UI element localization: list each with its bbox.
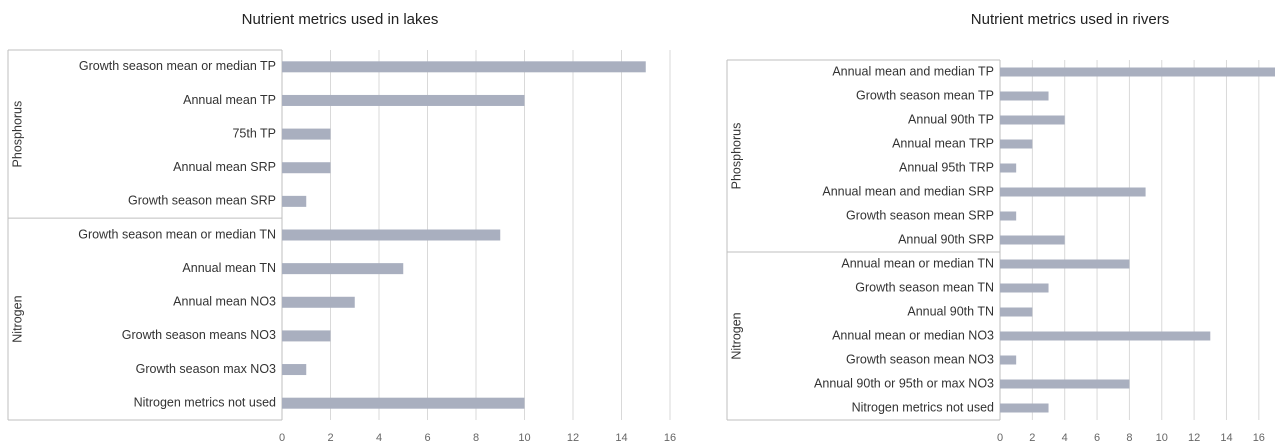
y-tick-label: Growth season mean TP xyxy=(856,88,994,102)
y-tick-label: Nitrogen metrics not used xyxy=(852,400,994,414)
bar xyxy=(282,364,307,376)
bar xyxy=(282,397,525,409)
y-tick-label: Annual mean NO3 xyxy=(173,295,276,309)
group-label: Nitrogen xyxy=(10,295,24,342)
y-tick-label: Growth season mean or median TP xyxy=(79,59,276,73)
y-tick-label: 75th TP xyxy=(232,126,276,140)
bar xyxy=(1000,259,1130,269)
x-tick-label: 8 xyxy=(473,432,479,444)
bar xyxy=(1000,379,1130,389)
bar xyxy=(1000,187,1146,197)
bar xyxy=(1000,355,1017,365)
bar xyxy=(1000,283,1049,293)
y-tick-label: Growth season means NO3 xyxy=(122,328,276,342)
x-tick-label: 16 xyxy=(664,432,676,444)
bar xyxy=(282,61,646,73)
x-tick-label: 2 xyxy=(1029,432,1035,444)
y-tick-label: Annual mean TRP xyxy=(892,136,994,150)
x-tick-label: 0 xyxy=(997,432,1003,444)
y-tick-label: Annual 90th TN xyxy=(907,304,994,318)
bar xyxy=(1000,211,1017,221)
x-tick-label: 14 xyxy=(615,432,627,444)
x-tick-label: 10 xyxy=(518,432,530,444)
y-tick-label: Annual mean TP xyxy=(183,93,276,107)
y-tick-label: Annual 90th or 95th or max NO3 xyxy=(814,376,994,390)
x-tick-label: 4 xyxy=(376,432,382,444)
x-tick-label: 10 xyxy=(1156,432,1168,444)
bar xyxy=(1000,331,1211,341)
y-tick-label: Growth season mean NO3 xyxy=(846,352,994,366)
bar xyxy=(1000,307,1033,317)
x-tick-label: 14 xyxy=(1220,432,1232,444)
y-tick-label: Annual 90th TP xyxy=(908,112,994,126)
group-label: Phosphorus xyxy=(10,101,24,168)
group-label: Phosphorus xyxy=(729,123,743,190)
bar xyxy=(282,296,355,308)
bar xyxy=(1000,67,1275,77)
chart-title: Nutrient metrics used in rivers xyxy=(971,11,1169,28)
y-tick-label: Annual mean or median TN xyxy=(841,256,994,270)
x-tick-label: 16 xyxy=(1253,432,1265,444)
y-tick-label: Annual 90th SRP xyxy=(898,232,994,246)
x-tick-label: 2 xyxy=(327,432,333,444)
y-tick-label: Growth season mean SRP xyxy=(128,194,276,208)
bar xyxy=(282,162,331,174)
y-tick-label: Annual 95th TRP xyxy=(899,160,994,174)
y-tick-label: Annual mean SRP xyxy=(173,160,276,174)
bar xyxy=(1000,139,1033,149)
bar xyxy=(282,94,525,106)
x-tick-label: 6 xyxy=(424,432,430,444)
x-tick-label: 6 xyxy=(1094,432,1100,444)
bar xyxy=(282,195,307,207)
chart-title: Nutrient metrics used in lakes xyxy=(242,11,439,28)
bar xyxy=(1000,91,1049,101)
bar xyxy=(282,128,331,140)
bar xyxy=(282,330,331,342)
bar xyxy=(1000,235,1065,245)
y-tick-label: Growth season mean or median TN xyxy=(78,227,276,241)
x-tick-label: 12 xyxy=(1188,432,1200,444)
x-tick-label: 12 xyxy=(567,432,579,444)
y-tick-label: Growth season mean SRP xyxy=(846,208,994,222)
bar xyxy=(282,229,501,241)
bar xyxy=(1000,115,1065,125)
y-tick-label: Growth season mean TN xyxy=(855,280,994,294)
bar xyxy=(282,263,404,275)
y-tick-label: Annual mean or median NO3 xyxy=(832,328,994,342)
y-tick-label: Nitrogen metrics not used xyxy=(134,395,276,409)
bar xyxy=(1000,163,1017,173)
x-tick-label: 8 xyxy=(1126,432,1132,444)
y-tick-label: Annual mean TN xyxy=(182,261,276,275)
bar xyxy=(1000,403,1049,413)
group-label: Nitrogen xyxy=(729,312,743,359)
y-tick-label: Growth season max NO3 xyxy=(136,362,276,376)
y-tick-label: Annual mean and median SRP xyxy=(822,184,994,198)
y-tick-label: Annual mean and median TP xyxy=(832,64,994,78)
x-tick-label: 0 xyxy=(279,432,285,444)
x-tick-label: 4 xyxy=(1062,432,1068,444)
